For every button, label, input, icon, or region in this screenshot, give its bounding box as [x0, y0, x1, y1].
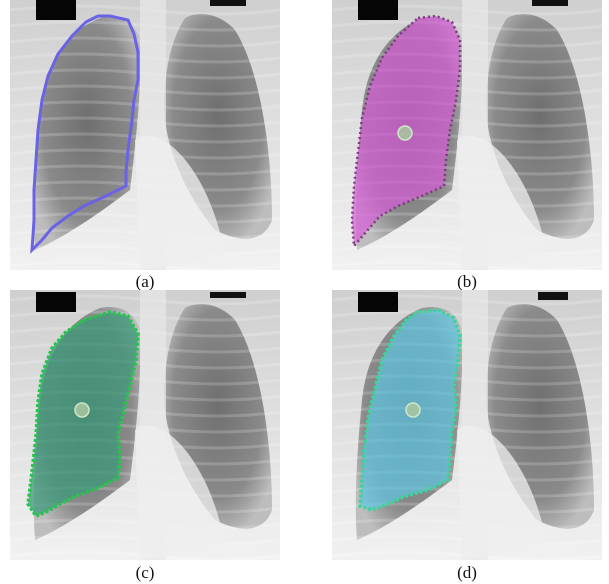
chest-xray-image	[10, 0, 280, 270]
film-label-right	[538, 292, 568, 300]
chest-xray-image	[10, 290, 280, 560]
seed-point-marker	[74, 402, 90, 418]
segmentation-outline	[30, 14, 140, 254]
xray-panel-a	[10, 0, 280, 270]
seed-point-marker	[405, 402, 421, 418]
film-label-left	[358, 0, 398, 20]
film-label-left	[36, 292, 76, 312]
chest-xray-image	[332, 290, 602, 560]
seed-point-marker	[397, 125, 413, 141]
xray-panel-d	[332, 290, 602, 560]
film-label-right	[532, 0, 568, 6]
panel-caption: (c)	[135, 563, 155, 582]
film-label-left	[358, 292, 398, 312]
film-label-right	[210, 292, 246, 298]
chest-xray-image	[332, 0, 602, 270]
film-label-left	[36, 0, 76, 20]
xray-panel-b	[332, 0, 602, 270]
panel-caption: (a)	[135, 272, 155, 291]
panel-caption: (d)	[457, 563, 477, 582]
xray-panel-c	[10, 290, 280, 560]
film-label-right	[210, 0, 246, 6]
panel-caption: (b)	[457, 272, 477, 291]
